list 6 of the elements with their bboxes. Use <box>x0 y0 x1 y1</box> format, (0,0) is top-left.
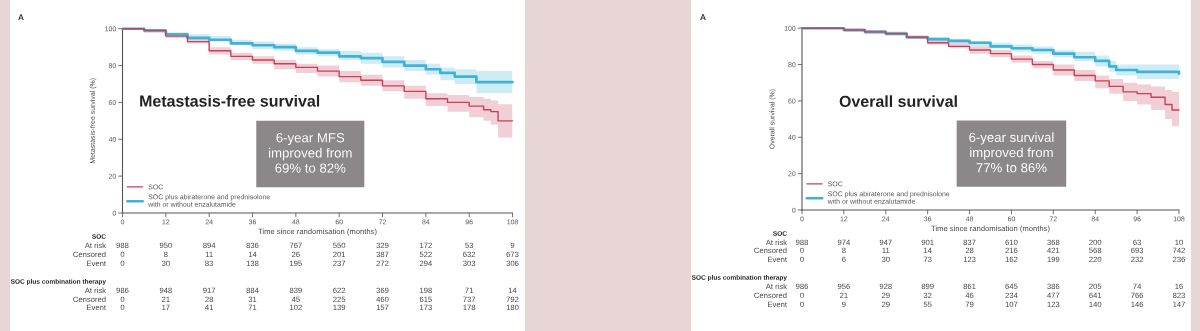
annotation: Metastasis-free survival <box>140 94 320 107</box>
annotation: Overall survival <box>839 95 957 108</box>
annotation: 6-year survival improved from 77% to 86% <box>969 132 1054 173</box>
annotation: 6-year MFS improved from 69% to 82% <box>269 133 352 173</box>
text: A <box>700 14 706 20</box>
text: A <box>18 14 24 20</box>
